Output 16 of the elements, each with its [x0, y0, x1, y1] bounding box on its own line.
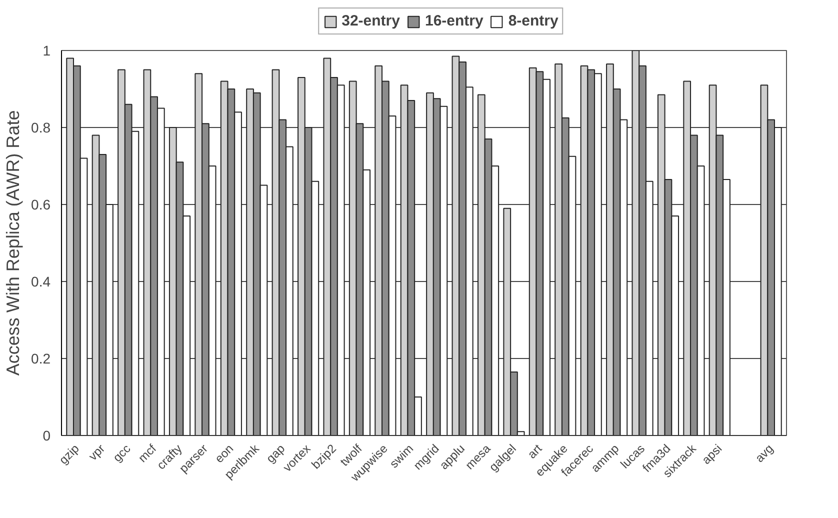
y-tick-label: 0.6 [31, 196, 51, 212]
y-axis-title: Access With Replica (AWR) Rate [3, 110, 24, 376]
legend-label: 32-entry [342, 12, 400, 30]
x-tick-label: gap [263, 441, 288, 466]
legend-label: 8-entry [508, 12, 558, 30]
y-tick-label: 0.2 [31, 350, 51, 366]
y-tick-label: 0.8 [31, 120, 51, 136]
legend-label: 16-entry [424, 12, 484, 30]
y-tick-label: 0 [42, 428, 51, 444]
y-tick-label: 0.4 [31, 274, 51, 290]
x-tick-label: avg [752, 442, 776, 466]
x-tick-label: gcc [110, 442, 134, 465]
x-tick-label: vpr [86, 442, 108, 464]
x-tick-label: mcf [135, 441, 160, 466]
x-tick-label: gzip [56, 441, 82, 468]
y-tick-label: 1 [42, 42, 51, 58]
